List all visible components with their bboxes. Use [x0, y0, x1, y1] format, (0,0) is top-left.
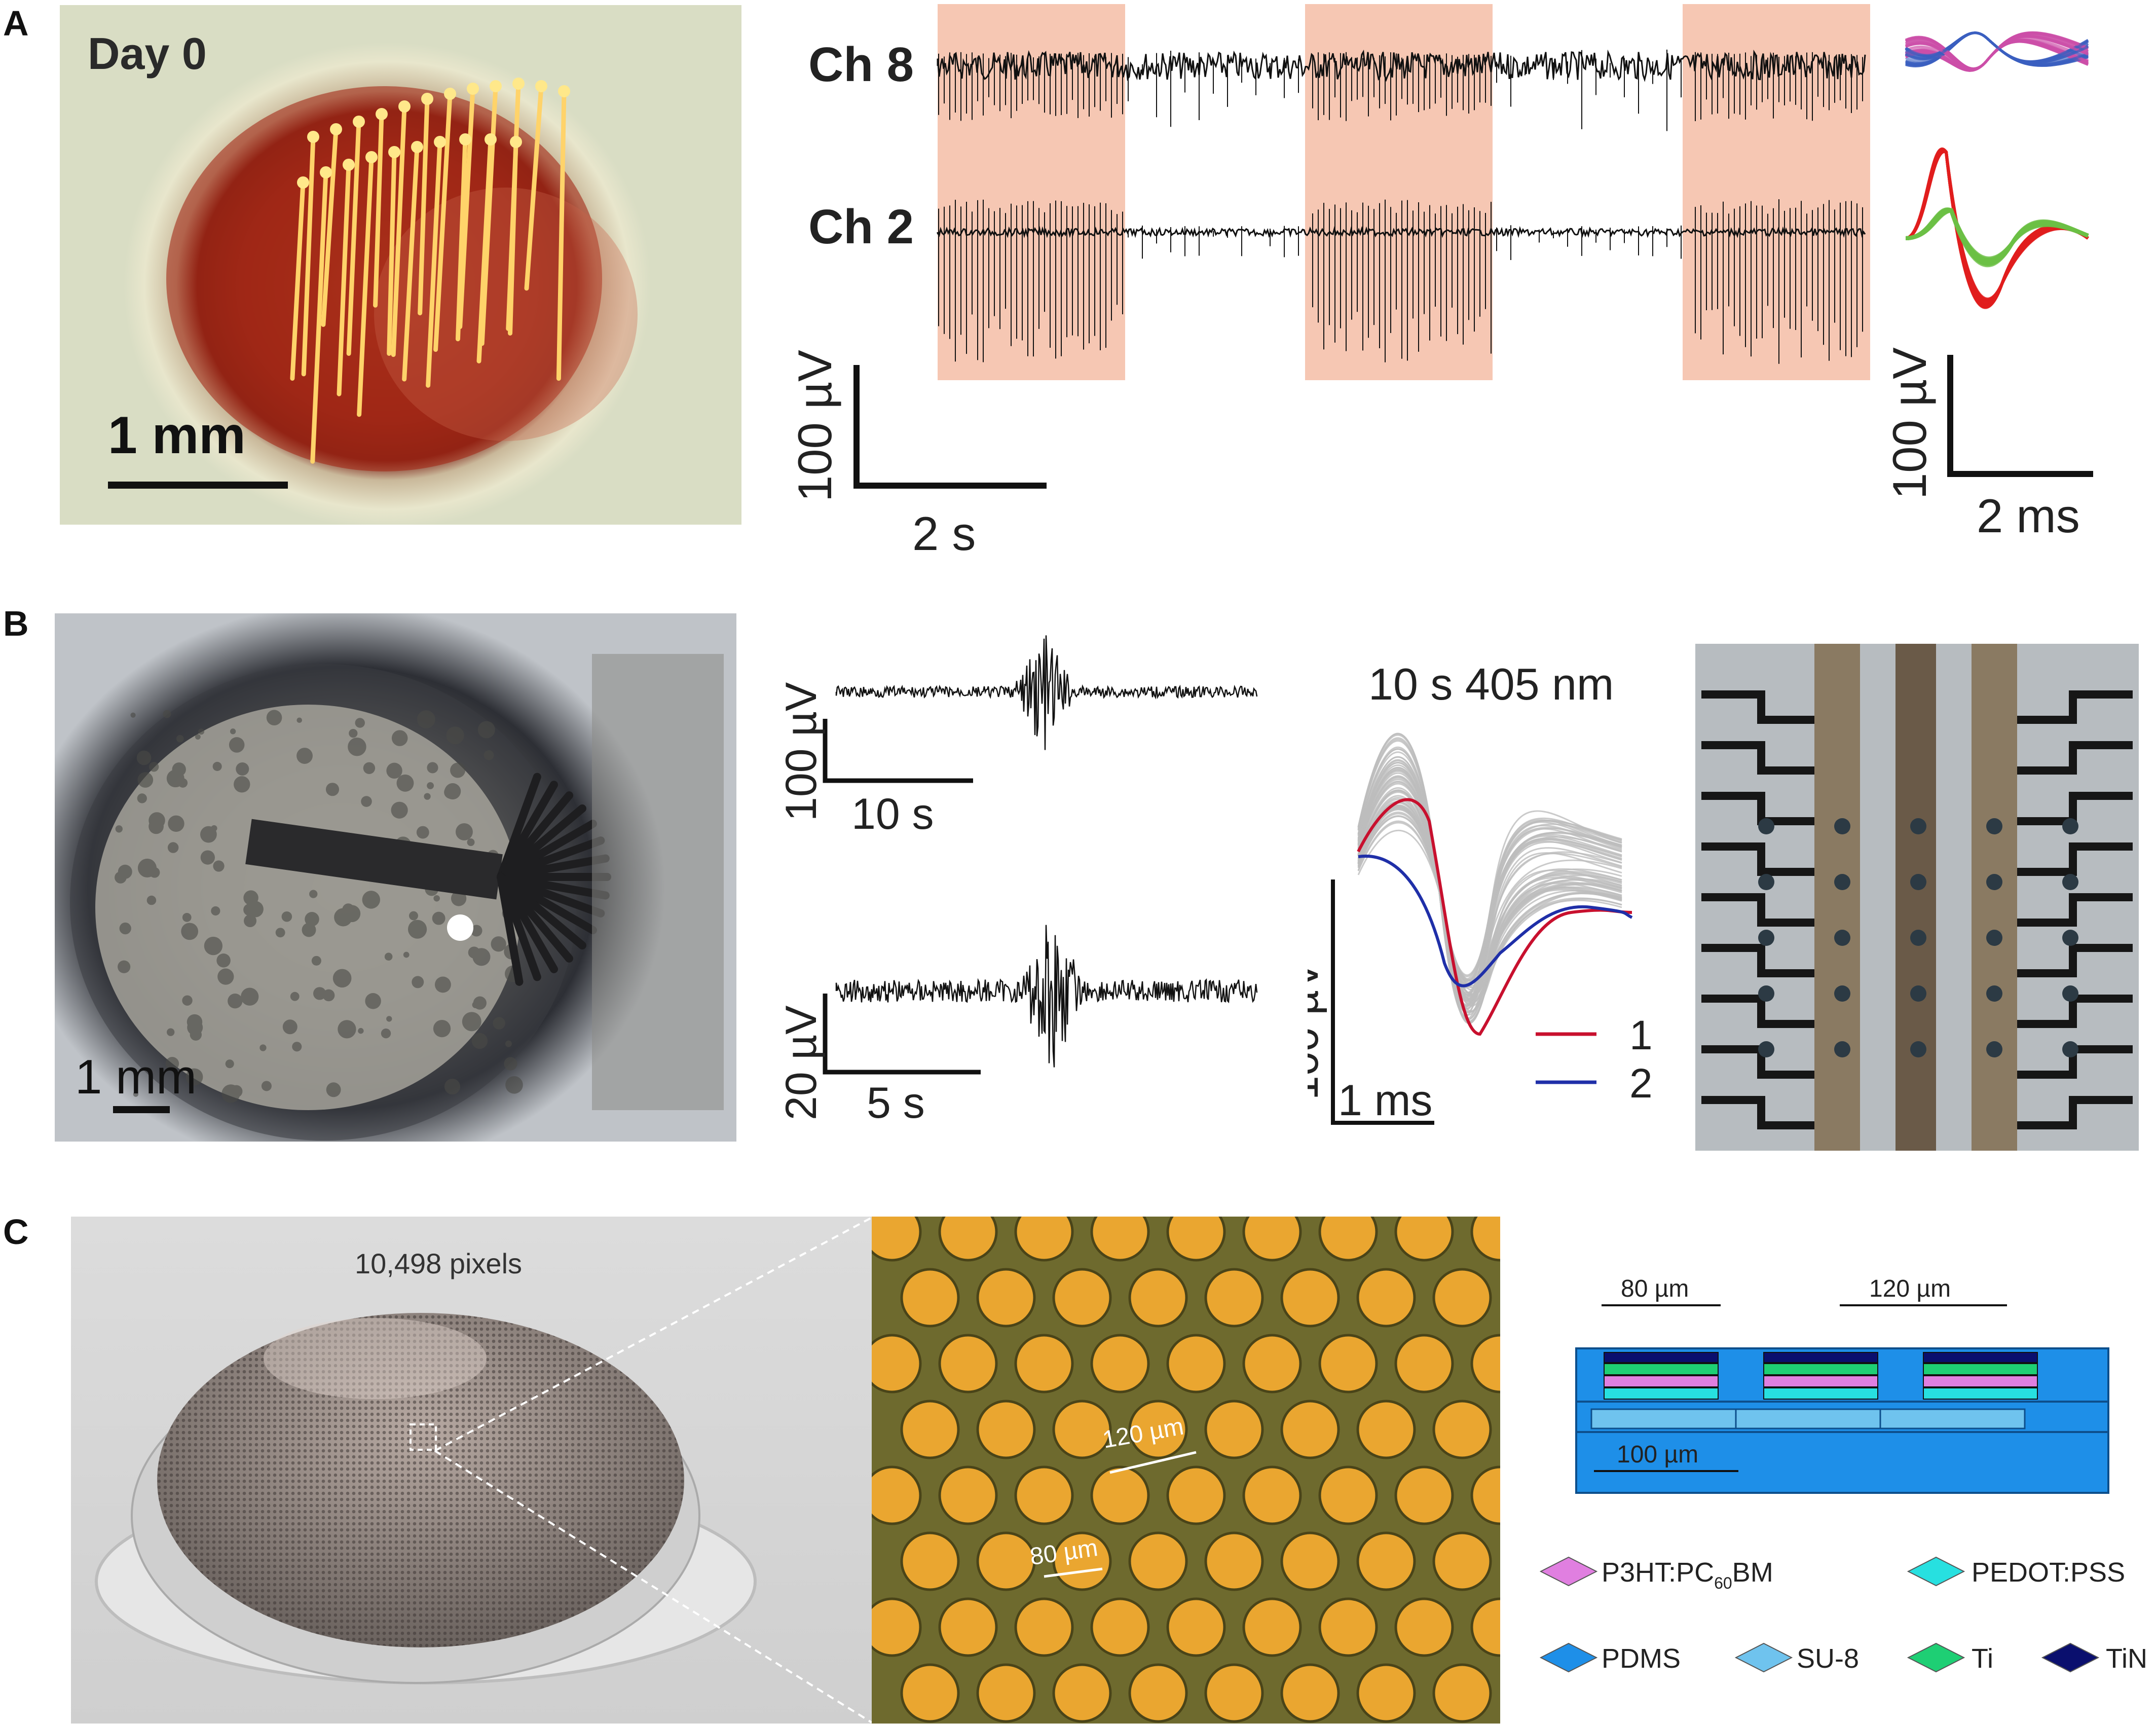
panel-letter-b: B: [3, 604, 29, 643]
legend-ti: Ti: [1972, 1643, 1993, 1674]
sorted-units-ch8: [1905, 31, 2089, 72]
trace2-scale-y: 20 µV: [777, 1006, 826, 1120]
legend-pedot: PEDOT:PSS: [1972, 1557, 2125, 1588]
waveform-scale-bar: [1331, 879, 1434, 1125]
trace2-scale-x: 5 s: [867, 1079, 925, 1127]
waveform-plot-b: 10 s 405 nm 100 µV 1 ms 1 2: [1308, 659, 1653, 1125]
trace-ch2: [937, 199, 1866, 364]
recording-traces-a: Ch 8 Ch 2 100 µV 2 s: [788, 4, 1870, 560]
layer-schematic: 80 µm 120 µm 100 µm P3HT:PC60BM PEDOT:PS…: [1539, 1275, 2147, 1674]
scale-bar-a: [108, 482, 288, 489]
scale-bar-label-b: 1 mm: [75, 1050, 197, 1104]
pixel-count-label: 10,498 pixels: [355, 1248, 523, 1279]
implant-photo: [70, 654, 724, 1141]
legend-p3ht: P3HT:PC60BM: [1602, 1557, 1773, 1592]
pitch-arrow: [1109, 1451, 1197, 1474]
legend-su8: SU-8: [1797, 1643, 1859, 1674]
diameter-arrow: [1044, 1567, 1103, 1578]
schematic-dim-100: 100 µm: [1617, 1441, 1698, 1468]
waveform-scale-x: 1 ms: [1338, 1076, 1432, 1125]
panel-b: B 1 mm 100 µV 10 s 20 µV 5 s 10 s 405 nm…: [0, 588, 2156, 1161]
channel-label-ch8: Ch 8: [808, 38, 914, 92]
waveform-overlay: [1357, 732, 1622, 1024]
trace1-scale-x: 10 s: [851, 790, 934, 838]
trace-scale-bar-a: [853, 365, 1047, 489]
panel-letter-a: A: [3, 4, 29, 43]
legend-label-1: 1: [1629, 1012, 1653, 1058]
spike-scale-x-a: 2 ms: [1977, 489, 2080, 542]
legend-label-2: 2: [1629, 1060, 1653, 1107]
trace-ch8: [937, 49, 1866, 131]
light-response-trace-1: [835, 635, 1258, 750]
waveform-title: 10 s 405 nm: [1368, 659, 1614, 709]
day-label: Day 0: [88, 28, 207, 79]
trace-scale-y-a: 100 µV: [788, 350, 841, 502]
electrode-array-photo: [166, 78, 638, 471]
trace1-scale-bar: [823, 719, 973, 783]
legend-tin: TiN: [2106, 1643, 2147, 1674]
legend-pdms: PDMS: [1602, 1643, 1681, 1674]
light-response-trace-2: [835, 925, 1258, 1068]
spike-scale-bar-a: [1947, 355, 2093, 477]
trace1-scale-y: 100 µV: [777, 682, 826, 821]
eye-photo-b: 1 mm: [55, 613, 736, 1142]
array-micrograph-b: [1695, 644, 2139, 1151]
trace2-scale-bar: [823, 994, 981, 1075]
panel-a: A Day 0 1 mm Ch 8 Ch 2 100 µV 2 s: [0, 0, 2156, 573]
sorted-units-ch2: [1905, 147, 2089, 309]
waveform-scale-y: 100 µV: [1308, 961, 1327, 1100]
scale-bar-b: [113, 1106, 170, 1113]
recording-traces-b: 100 µV 10 s 20 µV 5 s: [777, 635, 1258, 1127]
spike-scale-y-a: 100 µV: [1885, 347, 1936, 499]
schematic-dim-80: 80 µm: [1621, 1275, 1689, 1302]
channel-label-ch2: Ch 2: [808, 200, 914, 254]
panel-c: C 10,498 pixels: [0, 1181, 2156, 1724]
waveform-means: [1357, 798, 1633, 1036]
panel-letter-c: C: [3, 1212, 29, 1252]
eye-photo-day0: Day 0 1 mm: [60, 5, 741, 525]
device-photo: 10,498 pixels: [71, 1217, 872, 1723]
scale-bar-label-a: 1 mm: [108, 406, 246, 465]
schematic-dim-120: 120 µm: [1869, 1275, 1951, 1302]
spike-waveforms-a: 100 µV 2 ms: [1885, 31, 2093, 542]
trace-scale-x-a: 2 s: [912, 507, 976, 560]
pixel-micrograph: 120 µm 80 µm: [872, 1217, 1500, 1723]
